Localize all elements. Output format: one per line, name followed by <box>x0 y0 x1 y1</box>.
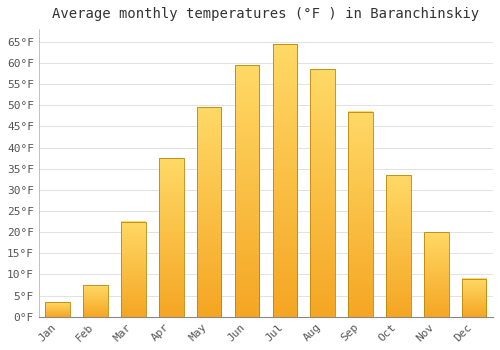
Title: Average monthly temperatures (°F ) in Baranchinskiy: Average monthly temperatures (°F ) in Ba… <box>52 7 480 21</box>
